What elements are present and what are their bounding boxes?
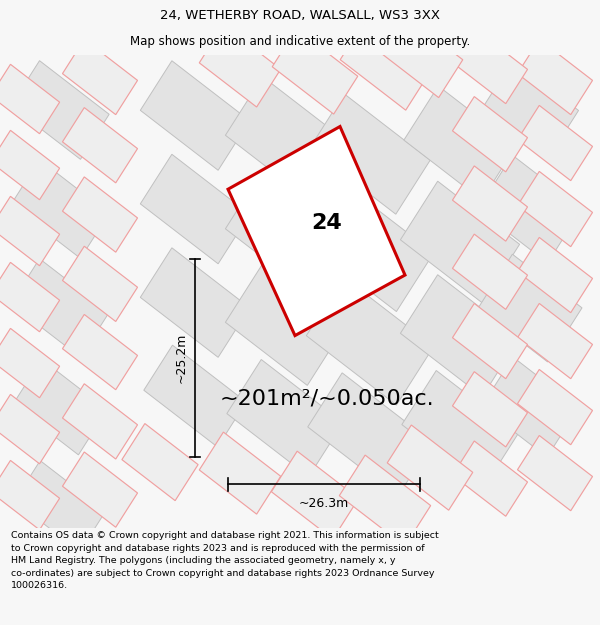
Polygon shape	[340, 22, 430, 110]
Text: 24: 24	[311, 213, 343, 232]
Polygon shape	[11, 259, 109, 358]
Polygon shape	[402, 371, 518, 488]
Polygon shape	[478, 254, 582, 362]
Polygon shape	[62, 452, 137, 528]
Polygon shape	[452, 234, 527, 309]
Polygon shape	[307, 277, 434, 405]
Polygon shape	[404, 86, 516, 200]
Polygon shape	[272, 29, 358, 114]
Polygon shape	[0, 64, 59, 134]
Polygon shape	[452, 166, 527, 241]
Polygon shape	[310, 94, 430, 214]
Polygon shape	[62, 246, 137, 321]
Polygon shape	[228, 126, 405, 336]
Polygon shape	[62, 314, 137, 390]
Polygon shape	[11, 159, 109, 258]
Polygon shape	[481, 357, 578, 457]
Polygon shape	[517, 39, 593, 114]
Polygon shape	[481, 60, 578, 160]
Polygon shape	[0, 328, 59, 398]
Polygon shape	[226, 77, 344, 198]
Polygon shape	[387, 425, 473, 510]
Polygon shape	[452, 372, 527, 447]
Polygon shape	[307, 184, 434, 311]
Polygon shape	[199, 25, 281, 107]
Polygon shape	[400, 275, 520, 396]
Polygon shape	[0, 262, 59, 332]
Polygon shape	[11, 61, 109, 159]
Text: ~26.3m: ~26.3m	[299, 498, 349, 511]
Text: ~25.2m: ~25.2m	[175, 332, 187, 382]
Polygon shape	[140, 61, 250, 170]
Polygon shape	[144, 345, 246, 447]
Polygon shape	[517, 238, 593, 312]
Polygon shape	[0, 394, 59, 464]
Polygon shape	[517, 171, 593, 247]
Polygon shape	[517, 436, 593, 511]
Text: 24, WETHERBY ROAD, WALSALL, WS3 3XX: 24, WETHERBY ROAD, WALSALL, WS3 3XX	[160, 9, 440, 22]
Polygon shape	[377, 12, 463, 98]
Polygon shape	[199, 432, 281, 514]
Polygon shape	[452, 97, 527, 172]
Polygon shape	[62, 39, 137, 114]
Polygon shape	[140, 154, 250, 264]
Polygon shape	[0, 131, 59, 200]
Polygon shape	[478, 155, 582, 263]
Polygon shape	[62, 177, 137, 252]
Polygon shape	[13, 359, 107, 455]
Polygon shape	[517, 304, 593, 379]
Polygon shape	[226, 170, 344, 292]
Polygon shape	[226, 264, 344, 386]
Polygon shape	[227, 359, 343, 477]
Polygon shape	[14, 461, 106, 552]
Text: Map shows position and indicative extent of the property.: Map shows position and indicative extent…	[130, 35, 470, 48]
Polygon shape	[271, 451, 359, 539]
Polygon shape	[452, 304, 527, 379]
Polygon shape	[340, 455, 431, 546]
Polygon shape	[0, 461, 59, 530]
Polygon shape	[0, 196, 59, 266]
Polygon shape	[140, 248, 250, 357]
Polygon shape	[62, 107, 137, 183]
Polygon shape	[452, 28, 527, 104]
Text: Contains OS data © Crown copyright and database right 2021. This information is : Contains OS data © Crown copyright and d…	[11, 531, 439, 590]
Polygon shape	[517, 106, 593, 181]
Text: ~201m²/~0.050ac.: ~201m²/~0.050ac.	[220, 388, 434, 408]
Polygon shape	[308, 373, 432, 496]
Polygon shape	[517, 369, 593, 445]
Polygon shape	[62, 384, 137, 459]
Polygon shape	[400, 181, 520, 303]
Polygon shape	[452, 441, 527, 516]
Polygon shape	[122, 424, 198, 501]
